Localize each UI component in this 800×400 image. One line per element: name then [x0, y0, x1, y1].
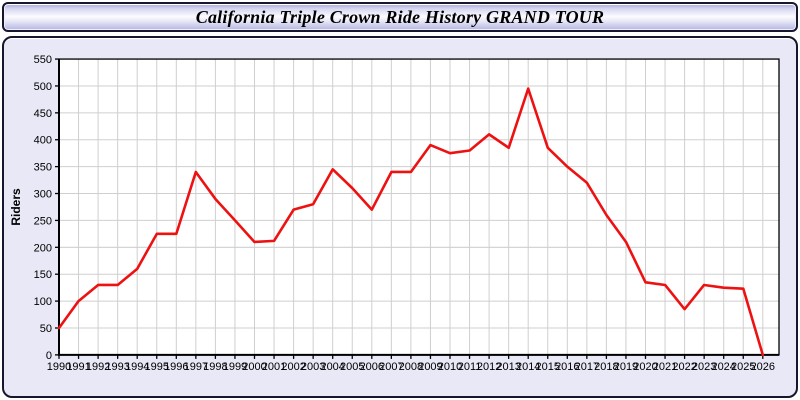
y-tick-label: 150 — [34, 269, 52, 281]
ride-history-line-chart: 0501001502002503003504004505005501990199… — [9, 54, 780, 373]
x-tick-label: 2026 — [751, 361, 775, 373]
x-tick-label: 2013 — [496, 361, 520, 373]
y-tick-label: 100 — [34, 296, 52, 308]
x-tick-label: 1999 — [223, 361, 247, 373]
x-tick-label: 2016 — [555, 361, 579, 373]
x-tick-label: 2008 — [399, 361, 423, 373]
x-tick-label: 1996 — [164, 361, 188, 373]
x-tick-label: 2014 — [516, 361, 540, 373]
x-tick-label: 2025 — [731, 361, 755, 373]
x-tick-label: 1997 — [184, 361, 208, 373]
y-tick-label: 300 — [34, 189, 52, 201]
x-tick-label: 2023 — [692, 361, 716, 373]
chart-title-bar: California Triple Crown Ride History GRA… — [2, 2, 798, 32]
x-tick-label: 2012 — [477, 361, 501, 373]
y-tick-label: 350 — [34, 162, 52, 174]
x-tick-label: 2011 — [458, 361, 482, 373]
x-tick-label: 2007 — [379, 361, 403, 373]
y-tick-label: 450 — [34, 108, 52, 120]
x-tick-label: 2006 — [360, 361, 384, 373]
y-tick-label: 550 — [34, 54, 52, 66]
x-tick-label: 1993 — [105, 361, 129, 373]
x-tick-label: 1995 — [145, 361, 169, 373]
chart-panel: 0 50 100 150 200 250 300 350 400 450 500 550 1990 199… — [2, 36, 798, 398]
y-tick-label: 500 — [34, 81, 52, 93]
x-tick-label: 2024 — [711, 361, 735, 373]
x-tick-label: 2018 — [594, 361, 618, 373]
x-tick-label: 2020 — [633, 361, 657, 373]
y-tick-label: 200 — [34, 242, 52, 254]
axis-ticks — [55, 58, 764, 359]
y-axis-tick-labels: 0 50 100 150 200 250 300 350 400 450 500 550 — [34, 54, 52, 362]
plot-area — [59, 59, 779, 355]
x-tick-label: 2005 — [340, 361, 364, 373]
y-tick-label: 400 — [34, 135, 52, 147]
x-axis-tick-labels: 1990199119921993199419951996199719981999… — [47, 361, 775, 373]
x-tick-label: 2001 — [262, 361, 286, 373]
x-tick-label: 2000 — [242, 361, 266, 373]
chart-title: California Triple Crown Ride History GRA… — [195, 6, 605, 27]
x-tick-label: 2022 — [672, 361, 696, 373]
riders-series-line — [57, 87, 765, 357]
x-tick-label: 1992 — [86, 361, 110, 373]
x-tick-label: 2002 — [281, 361, 305, 373]
x-tick-label: 2009 — [418, 361, 442, 373]
x-tick-label: 1991 — [66, 361, 90, 373]
x-tick-label: 1998 — [203, 361, 227, 373]
y-tick-label: 50 — [40, 323, 52, 335]
y-tick-label: 250 — [34, 215, 52, 227]
x-tick-label: 2015 — [536, 361, 560, 373]
x-tick-label: 2004 — [320, 361, 344, 373]
x-tick-label: 2003 — [301, 361, 325, 373]
x-tick-label: 1994 — [125, 361, 149, 373]
y-tick-label: 0 — [46, 350, 52, 362]
x-tick-label: 2021 — [653, 361, 677, 373]
y-axis-title: Riders — [9, 188, 23, 226]
x-tick-label: 2017 — [575, 361, 599, 373]
x-tick-label: 1990 — [47, 361, 71, 373]
x-tick-label: 2019 — [614, 361, 638, 373]
x-tick-label: 2010 — [438, 361, 462, 373]
